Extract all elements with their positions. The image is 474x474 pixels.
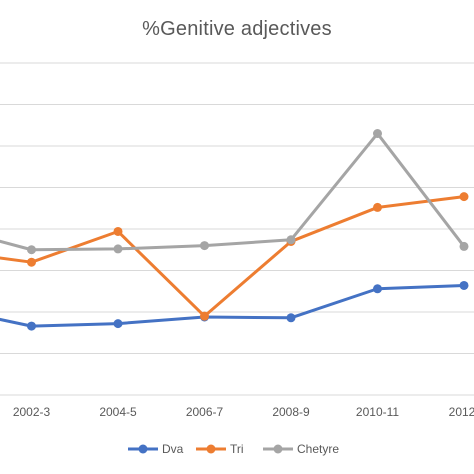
- series-chetyre: [0, 129, 469, 255]
- data-point-tri: [27, 257, 36, 267]
- legend-marker-swatch: [206, 444, 216, 454]
- data-point-dva: [459, 280, 469, 290]
- data-point-dva: [27, 321, 36, 331]
- x-tick-label: 2012-: [449, 405, 474, 419]
- series-tri: [0, 192, 469, 321]
- data-point-dva: [373, 284, 382, 294]
- chart-title: %Genitive adjectives: [142, 18, 332, 40]
- legend-label: Chetyre: [297, 442, 339, 456]
- legend: Dva Tri Chetyre: [128, 442, 339, 456]
- data-point-chetyre: [27, 245, 36, 255]
- x-tick-label: 2008-9: [272, 405, 310, 419]
- data-point-chetyre: [200, 241, 209, 251]
- data-point-tri: [113, 226, 123, 236]
- data-point-chetyre: [286, 235, 296, 245]
- data-point-chetyre: [459, 241, 469, 251]
- series-layer: [0, 129, 469, 331]
- x-axis-tick-labels: 2002-3 2004-5 2006-7 2008-9 2010-11 2012-: [13, 405, 474, 419]
- legend-item-tri: Tri: [196, 442, 244, 456]
- legend-label: Dva: [162, 442, 184, 456]
- series-line-tri: [0, 195, 466, 318]
- data-point-dva: [286, 313, 296, 323]
- x-tick-label: 2004-5: [99, 405, 137, 419]
- legend-label: Tri: [230, 442, 244, 456]
- x-tick-label: 2002-3: [13, 405, 51, 419]
- data-point-tri: [200, 311, 209, 321]
- data-point-dva: [113, 319, 123, 329]
- data-point-tri: [373, 202, 382, 212]
- legend-marker-swatch: [273, 444, 283, 454]
- series-dva: [0, 280, 469, 331]
- data-point-chetyre: [373, 129, 382, 139]
- data-point-chetyre: [113, 244, 123, 254]
- legend-item-dva: Dva: [128, 442, 184, 456]
- legend-item-chetyre: Chetyre: [263, 442, 339, 456]
- x-tick-label: 2006-7: [186, 405, 224, 419]
- legend-marker-swatch: [138, 444, 148, 454]
- series-line-chetyre: [0, 132, 466, 252]
- gridlines: [0, 62, 474, 396]
- x-tick-label: 2010-11: [356, 405, 399, 419]
- data-point-tri: [459, 192, 469, 202]
